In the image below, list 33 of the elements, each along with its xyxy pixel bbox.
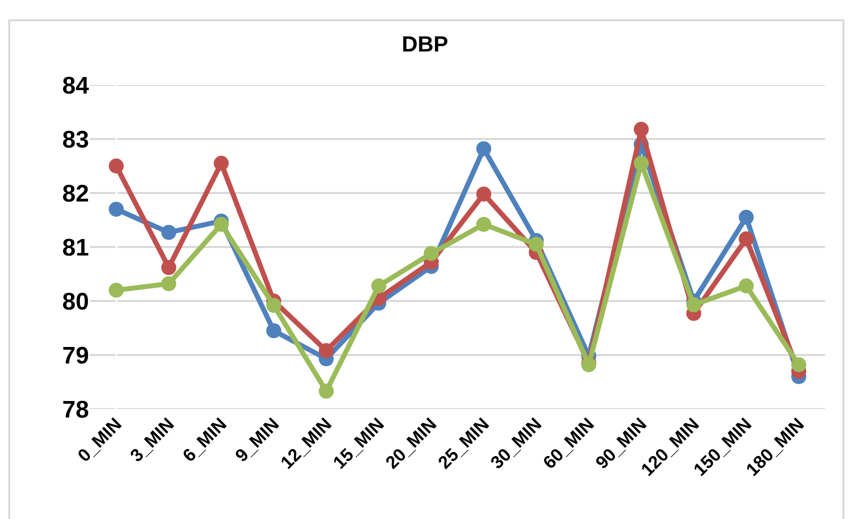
y-tick-label: 84 bbox=[62, 72, 90, 100]
y-tick-label: 83 bbox=[62, 126, 89, 154]
y-tick-label: 81 bbox=[62, 234, 89, 262]
y-tick-label: 80 bbox=[62, 288, 89, 316]
point bbox=[108, 158, 124, 174]
point bbox=[108, 282, 124, 298]
point bbox=[161, 276, 176, 292]
point bbox=[738, 231, 754, 246]
chart-title: DBP bbox=[402, 32, 448, 57]
y-tick-label: 82 bbox=[62, 180, 89, 208]
point bbox=[634, 156, 649, 171]
point bbox=[318, 343, 334, 358]
point bbox=[214, 156, 229, 171]
point bbox=[266, 298, 282, 313]
point bbox=[214, 216, 229, 232]
y-tick-label: 78 bbox=[62, 396, 89, 424]
point bbox=[318, 384, 334, 399]
point bbox=[738, 210, 754, 225]
y-tick-label: 79 bbox=[62, 342, 89, 370]
point bbox=[528, 236, 544, 252]
point bbox=[634, 122, 649, 137]
point bbox=[686, 297, 702, 312]
point bbox=[738, 278, 754, 294]
point bbox=[476, 141, 492, 156]
point bbox=[791, 357, 806, 372]
point bbox=[476, 186, 492, 202]
point bbox=[161, 260, 176, 276]
point bbox=[161, 224, 176, 240]
point bbox=[476, 216, 492, 232]
point bbox=[371, 278, 386, 294]
point bbox=[424, 246, 439, 261]
point bbox=[266, 323, 282, 338]
point bbox=[108, 202, 124, 217]
